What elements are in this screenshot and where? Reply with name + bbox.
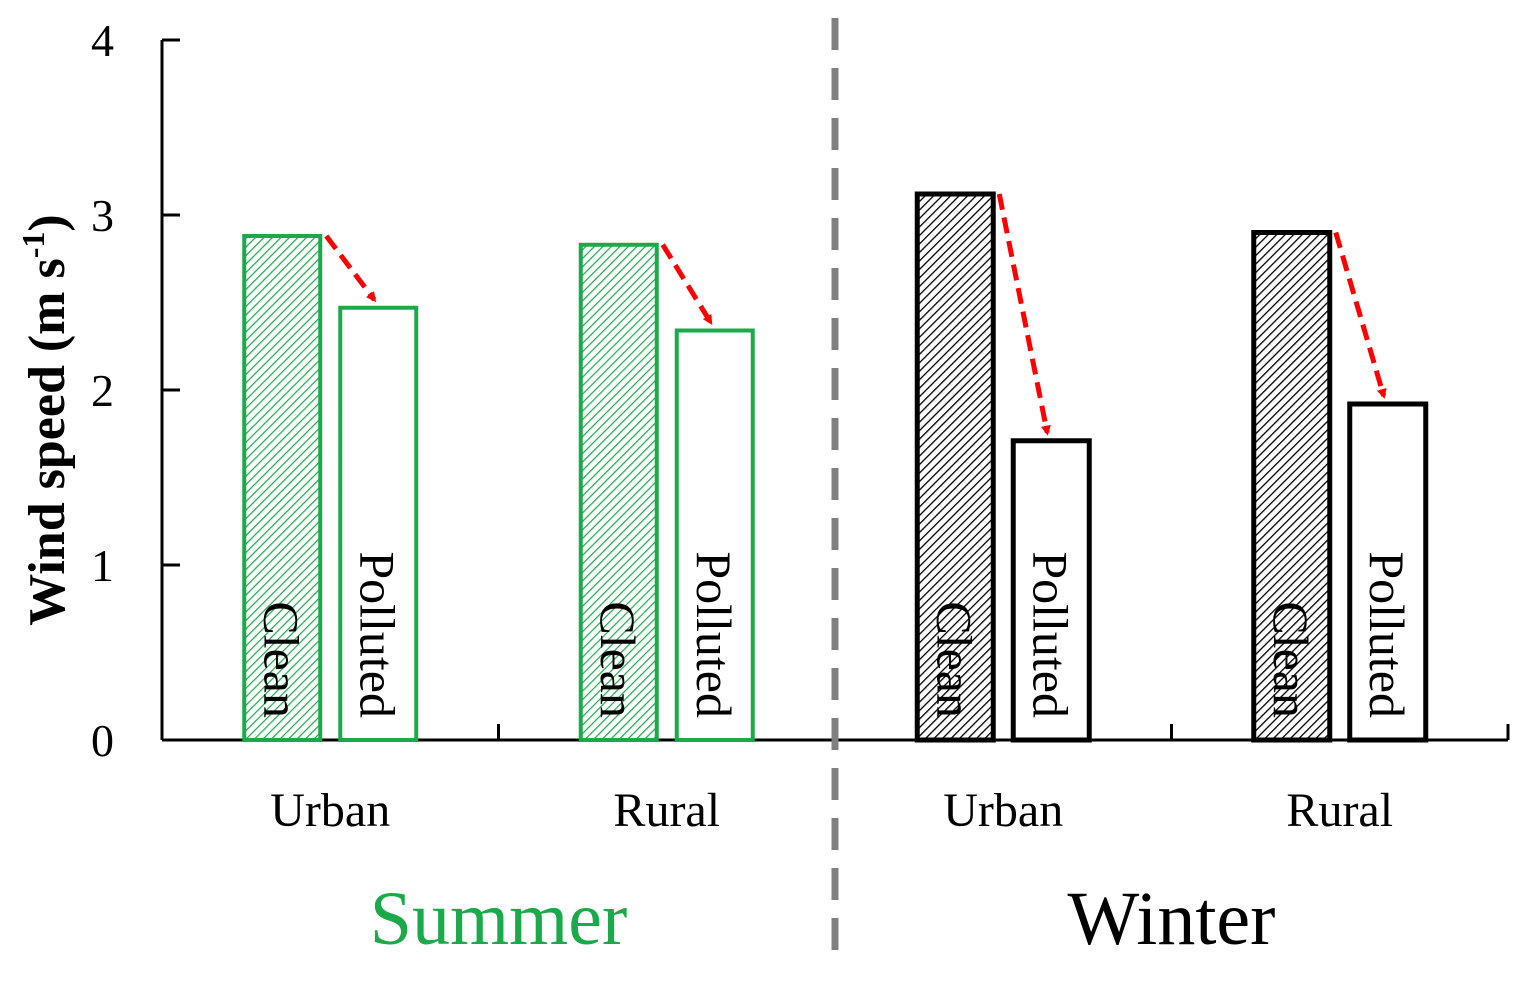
decrease-arrow xyxy=(1333,231,1387,399)
bar-label-polluted: Polluted xyxy=(1022,551,1078,718)
bar-label-clean: Clean xyxy=(926,601,982,718)
bar-polluted xyxy=(1347,401,1429,743)
y-tick-label: 0 xyxy=(91,715,114,766)
category-label: Urban xyxy=(943,784,1063,837)
bar-label-clean: Clean xyxy=(253,601,309,718)
bar-polluted xyxy=(338,305,419,742)
y-tick-label: 1 xyxy=(91,540,114,591)
category-label: Rural xyxy=(613,784,720,837)
bar-clean xyxy=(242,234,323,742)
y-axis-label: Wind speed (m s-1) xyxy=(15,214,76,625)
y-tick-label: 4 xyxy=(91,15,114,66)
plot-area: 0 1 2 3 4 Clean Polluted Urban Clean Polluted Rura… xyxy=(91,15,1510,968)
y-tick-label: 3 xyxy=(91,190,114,241)
y-tick-label: 2 xyxy=(91,365,114,416)
bar-label-polluted: Polluted xyxy=(349,551,405,718)
bar-label-polluted: Polluted xyxy=(686,551,742,718)
category-label: Urban xyxy=(270,784,390,837)
bar-clean xyxy=(1251,230,1333,743)
bar-polluted xyxy=(674,328,755,742)
bar-label-polluted: Polluted xyxy=(1359,551,1415,718)
decrease-arrow xyxy=(996,193,1051,436)
decrease-arrow xyxy=(660,243,713,326)
category-label: Rural xyxy=(1286,784,1393,837)
season-label: Winter xyxy=(1068,877,1276,961)
bar-clean xyxy=(914,191,996,743)
bar-label-clean: Clean xyxy=(590,601,646,718)
bar-polluted xyxy=(1010,438,1092,743)
decrease-arrow xyxy=(324,234,377,303)
bar-clean xyxy=(578,242,659,742)
season-label: Summer xyxy=(370,877,628,961)
bar-label-clean: Clean xyxy=(1263,601,1319,718)
